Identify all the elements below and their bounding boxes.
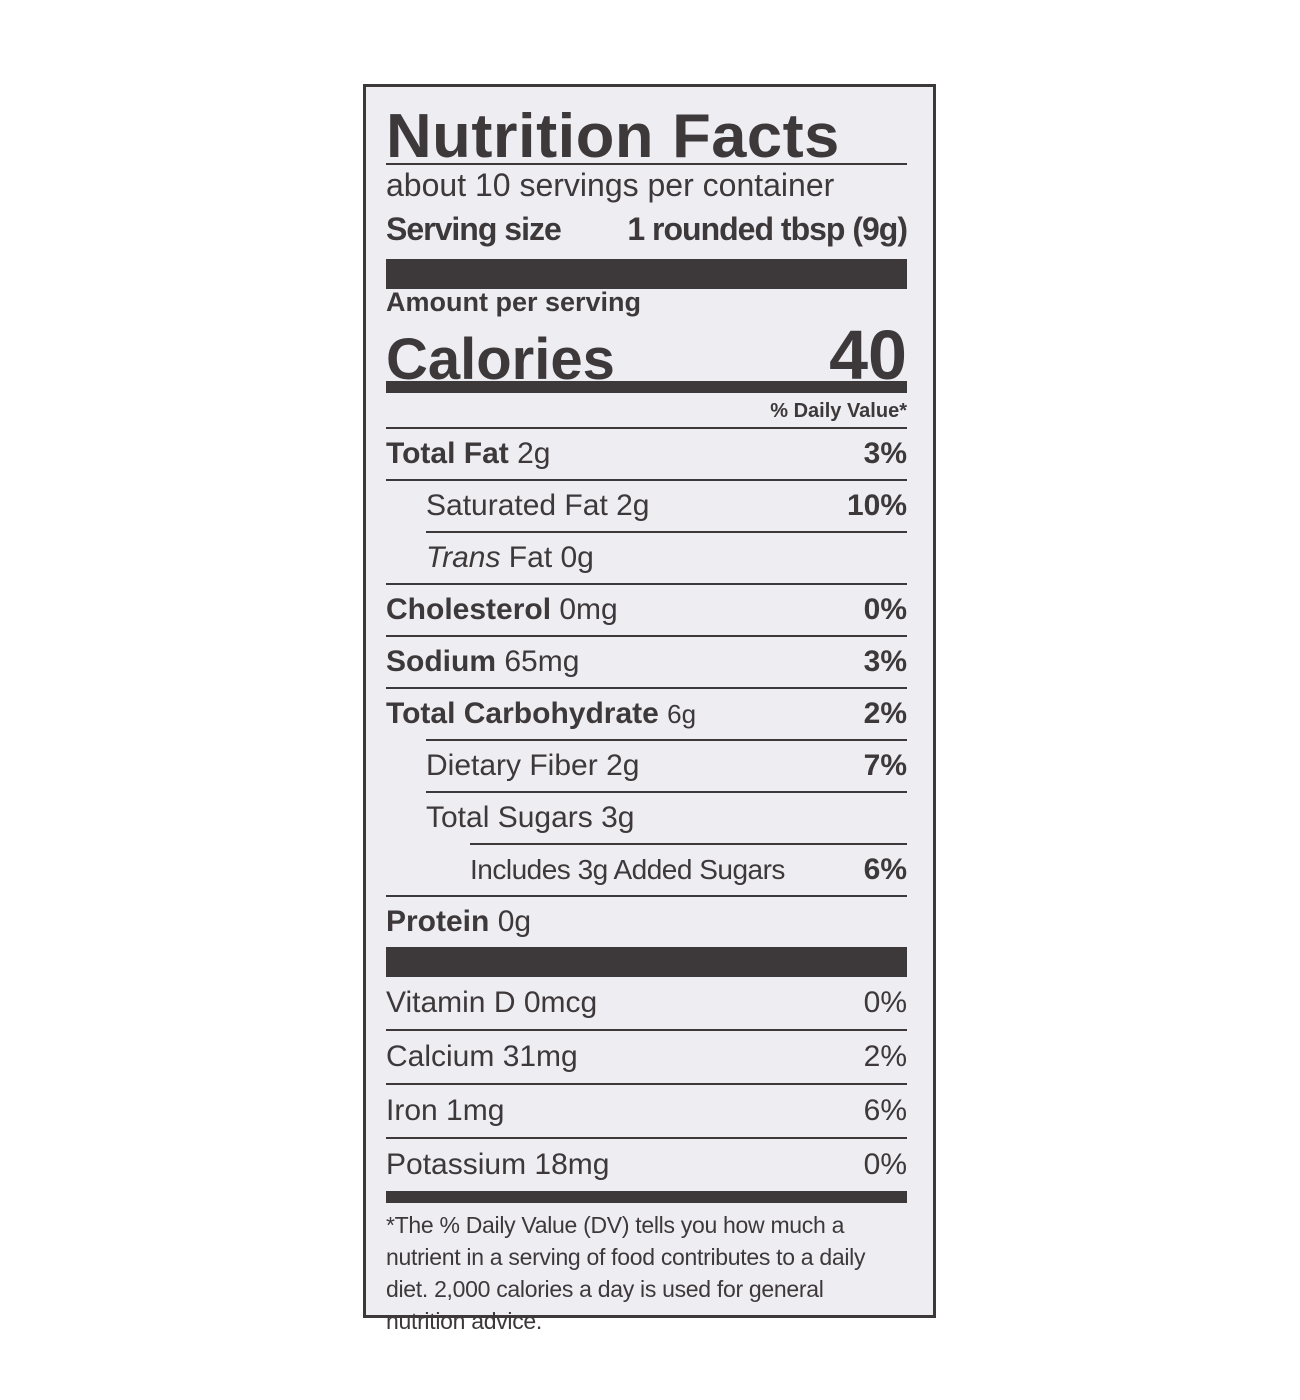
daily-value-header: % Daily Value* [770,400,907,422]
vitamin-row: Calcium 31mg 2% [386,1040,907,1073]
vitamin-row: Potassium 18mg 0% [386,1148,907,1181]
nutrient-row: Sodium 65mg 3% [386,645,907,678]
medium-divider [386,381,907,393]
nutrient-row: Cholesterol 0mg 0% [386,593,907,626]
serving-size-label: Serving size [386,211,562,247]
nutrient-list: Total Fat 2g 3% Saturated Fat 2g 10% Trans… [386,429,907,1203]
nutrient-row: Saturated Fat 2g 10% [426,489,907,522]
nutrient-row: Dietary Fiber 2g 7% [426,749,907,782]
servings-per-container: about 10 servings per container [386,167,835,203]
thick-divider [386,259,907,289]
nutrient-row: Trans Fat 0g [426,541,594,574]
amount-per-serving: Amount per serving [386,287,642,317]
serving-size-value: 1 rounded tbsp (9g) [627,211,908,247]
vitamin-row: Vitamin D 0mcg 0% [386,986,907,1019]
serving-size: Serving size 1 rounded tbsp (9g) [386,211,908,248]
divider [386,163,907,165]
nutrient-row: Protein 0g [386,905,532,938]
label-title: Nutrition Facts [386,102,840,171]
nutrient-row: Total Carbohydrate 6g 2% [386,697,907,730]
thick-divider [386,947,907,977]
vitamin-row: Iron 1mg 6% [386,1094,907,1127]
medium-divider [386,1191,907,1203]
nutrient-row: Total Fat 2g 3% [386,437,907,470]
nutrition-facts-label: Nutrition Facts about 10 servings per co… [363,84,936,1334]
nutrient-row: Includes 3g Added Sugars 6% [470,853,907,886]
footnote: *The % Daily Value (DV) tells you how mu… [386,1212,866,1334]
divider [386,427,907,429]
nutrient-row: Total Sugars 3g [426,801,635,834]
